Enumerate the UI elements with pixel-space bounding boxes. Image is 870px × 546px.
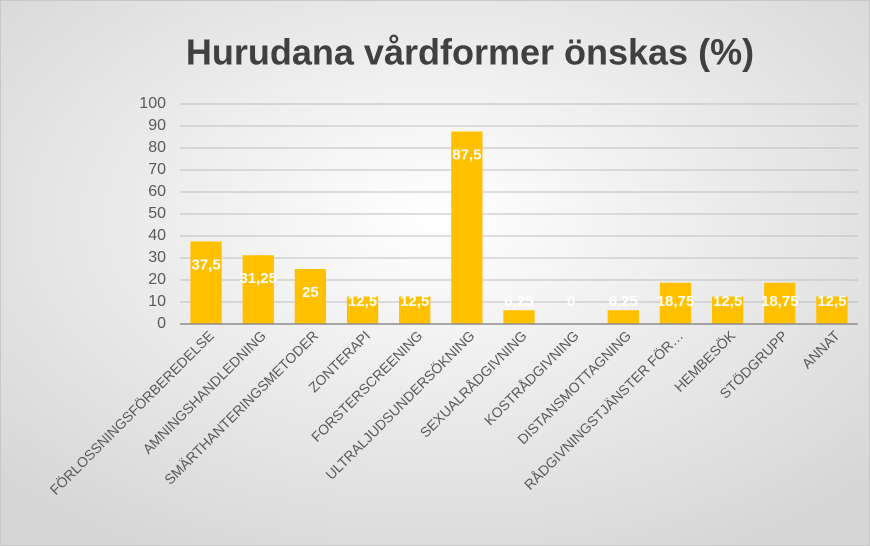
value-label: 87,5 <box>452 146 481 163</box>
y-tick-label: 20 <box>148 271 166 288</box>
bar <box>816 296 848 324</box>
bar <box>607 310 639 324</box>
y-tick-label: 60 <box>148 183 166 200</box>
y-tick-label: 100 <box>139 95 166 112</box>
y-tick-label: 70 <box>148 161 166 178</box>
value-label: 12,5 <box>713 293 742 310</box>
value-label: 12,5 <box>400 293 429 310</box>
value-label: 6,25 <box>504 293 533 310</box>
value-label: 12,5 <box>348 293 377 310</box>
value-label: 18,75 <box>657 293 695 310</box>
bar <box>399 296 431 324</box>
bar <box>659 282 692 324</box>
value-label: 0 <box>567 293 575 310</box>
bar <box>294 269 327 324</box>
chart-title: Hurudana vårdformer önskas (%) <box>186 32 754 73</box>
value-label: 12,5 <box>817 293 846 310</box>
value-label: 6,25 <box>609 293 638 310</box>
bar <box>346 296 379 324</box>
y-tick-label: 10 <box>148 293 166 310</box>
y-tick-label: 80 <box>148 139 166 156</box>
bar <box>711 296 744 324</box>
bar <box>190 241 222 324</box>
y-tick-label: 40 <box>148 227 166 244</box>
bar <box>764 282 796 324</box>
value-label: 31,25 <box>239 270 277 287</box>
bar <box>503 310 535 324</box>
value-label: 25 <box>302 284 319 301</box>
y-tick-label: 30 <box>148 249 166 266</box>
bar <box>451 131 483 324</box>
y-tick-label: 0 <box>157 315 166 332</box>
value-label: 18,75 <box>761 293 799 310</box>
bar <box>242 255 274 324</box>
y-tick-label: 90 <box>148 117 166 134</box>
y-tick-label: 50 <box>148 205 166 222</box>
value-label: 37,5 <box>191 256 220 273</box>
